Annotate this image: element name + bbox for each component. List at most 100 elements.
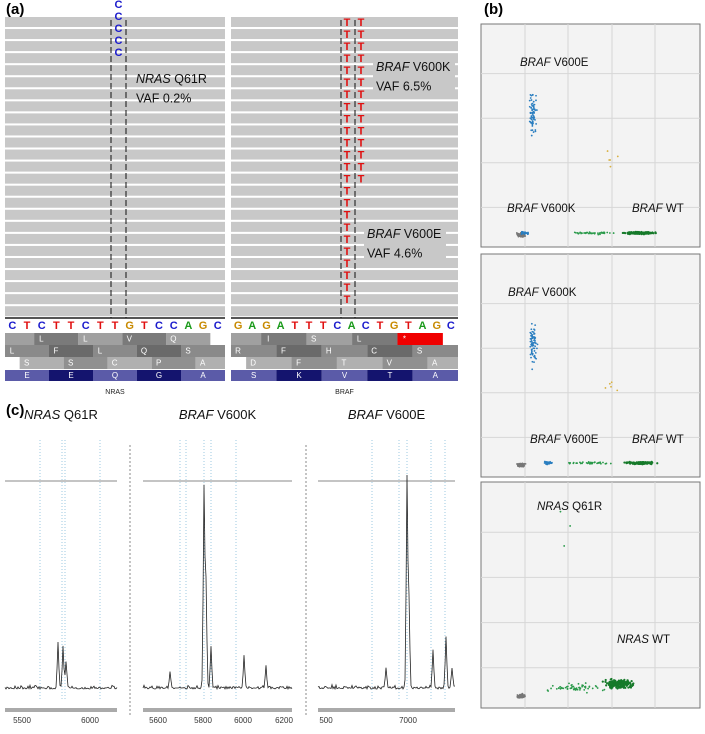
gene-label: BRAF V600K	[508, 287, 577, 299]
droplet	[584, 232, 587, 235]
amino-acid: R	[235, 347, 241, 356]
amino-acid: L	[98, 347, 103, 356]
read-base: T	[344, 89, 351, 101]
droplet	[557, 687, 560, 690]
amino-acid: E	[220, 335, 225, 344]
protein-aa: Q	[112, 371, 118, 380]
protein-cell	[321, 370, 368, 381]
codon	[63, 357, 108, 369]
droplet	[530, 332, 533, 335]
spectrum-trace	[317, 474, 456, 691]
read-base: C	[115, 11, 123, 23]
ddpcr-plot	[480, 253, 701, 478]
droplet	[635, 461, 638, 464]
droplet	[645, 231, 648, 234]
droplet	[593, 232, 596, 235]
codon	[427, 357, 458, 369]
amino-acid: Q	[141, 347, 147, 356]
droplet	[604, 678, 607, 682]
protein-cell	[137, 370, 181, 381]
droplet	[606, 150, 609, 152]
ref-base: C	[447, 320, 455, 332]
read	[5, 197, 225, 208]
droplet	[534, 336, 537, 339]
protein-cell	[181, 370, 225, 381]
droplet	[550, 687, 552, 690]
read-base: T	[344, 210, 351, 222]
amino-acid: L	[357, 335, 362, 344]
droplet	[533, 333, 535, 335]
droplet	[516, 696, 519, 699]
read-base: T	[344, 186, 351, 198]
codon	[397, 333, 443, 345]
protein-aa: S	[251, 371, 256, 380]
codon	[321, 345, 368, 357]
gene-label: BRAF V600K	[179, 407, 257, 422]
axis-bar	[318, 708, 455, 712]
droplet	[600, 231, 603, 234]
droplet	[622, 231, 626, 234]
droplet	[648, 232, 651, 235]
droplet	[631, 683, 635, 687]
droplet	[534, 351, 537, 354]
variant-name: V600E	[386, 407, 425, 422]
droplet	[533, 103, 535, 106]
droplet	[536, 343, 539, 346]
read	[5, 209, 225, 220]
read	[5, 258, 225, 268]
x-tick-label: 6200	[275, 716, 293, 725]
droplet	[604, 680, 607, 683]
x-tick-label: 6000	[81, 716, 99, 725]
droplet	[531, 360, 534, 363]
gene-name: NRAS	[136, 72, 171, 86]
codon	[382, 357, 428, 369]
read	[5, 77, 225, 88]
droplet	[623, 461, 626, 464]
amino-acid: V	[387, 359, 393, 368]
codon	[137, 345, 181, 357]
droplet	[530, 334, 532, 337]
read	[5, 29, 225, 40]
x-tick-label: 7000	[399, 716, 417, 725]
codon	[367, 345, 413, 357]
read	[231, 185, 458, 196]
x-tick-label: 5500	[13, 716, 31, 725]
read	[231, 233, 458, 244]
droplet	[529, 112, 532, 115]
vaf-label: VAF 6.5%	[376, 79, 431, 93]
protein-cell	[93, 370, 137, 381]
ref-base: G	[390, 320, 399, 332]
protein-cell	[231, 370, 277, 381]
droplet	[571, 684, 573, 686]
droplet	[517, 233, 520, 236]
droplet	[523, 464, 526, 467]
variant-name: V600K	[217, 407, 256, 422]
read	[5, 17, 225, 27]
gene-name: BRAF	[508, 287, 540, 299]
ref-base: G	[262, 320, 271, 332]
droplet	[604, 462, 607, 465]
droplet	[532, 106, 535, 108]
droplet	[651, 231, 654, 234]
ref-base: A	[184, 320, 192, 332]
droplet	[531, 337, 533, 339]
droplet	[629, 686, 633, 689]
ref-base: C	[38, 320, 46, 332]
droplet	[528, 99, 531, 102]
codon	[291, 357, 337, 369]
panel-label: (b)	[484, 1, 503, 18]
droplet	[637, 462, 640, 466]
droplet	[608, 683, 611, 687]
variant-name: WT	[652, 634, 670, 646]
read-base: C	[115, 47, 123, 59]
amino-acid: C	[112, 359, 118, 368]
read-base: C	[115, 0, 123, 11]
droplet	[530, 129, 533, 132]
droplet	[532, 115, 535, 118]
droplet	[625, 680, 628, 684]
droplet	[575, 232, 577, 234]
droplet	[616, 389, 619, 392]
read-base: T	[344, 65, 351, 77]
track-gap	[225, 0, 231, 400]
droplet	[531, 112, 534, 115]
